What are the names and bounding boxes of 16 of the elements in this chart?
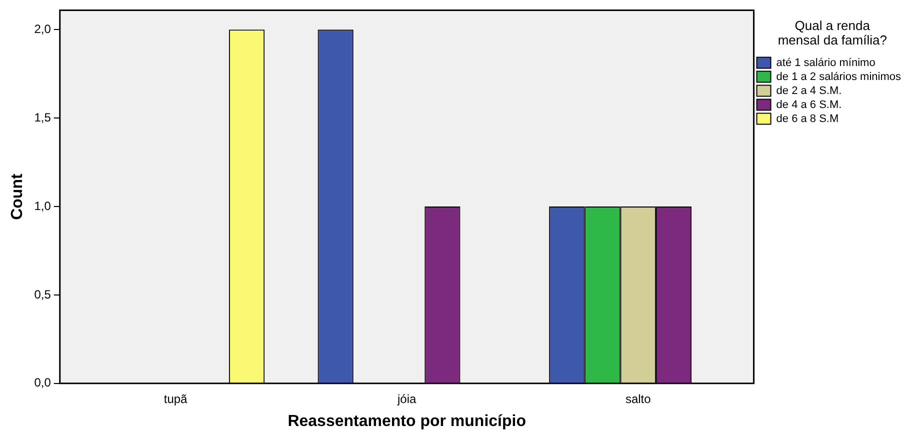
y-tick-label: 0,0 [34, 376, 52, 390]
y-tick-label: 1,5 [34, 110, 52, 124]
x-axis-title: Reassentamento por município [288, 412, 526, 430]
legend-label: de 1 a 2 salários minimos [776, 70, 902, 83]
legend-label: de 6 a 8 S.M [776, 112, 839, 125]
legend-label: de 4 a 6 S.M. [776, 98, 842, 111]
x-tick-label: jóia [396, 392, 416, 406]
y-tick-label: 1,0 [34, 198, 52, 213]
x-tick-label: salto [625, 392, 652, 406]
legend-label: até 1 salário mínimo [776, 56, 876, 69]
legend-label: de 2 a 4 S.M. [776, 84, 842, 97]
x-tick-label: tupã [164, 392, 188, 406]
y-axis-title: Count [9, 173, 26, 220]
legend-title: Qual a renda mensal da família? [778, 18, 887, 48]
y-tick-label: 2,0 [34, 22, 52, 36]
y-tick-label: 0,5 [34, 287, 52, 302]
